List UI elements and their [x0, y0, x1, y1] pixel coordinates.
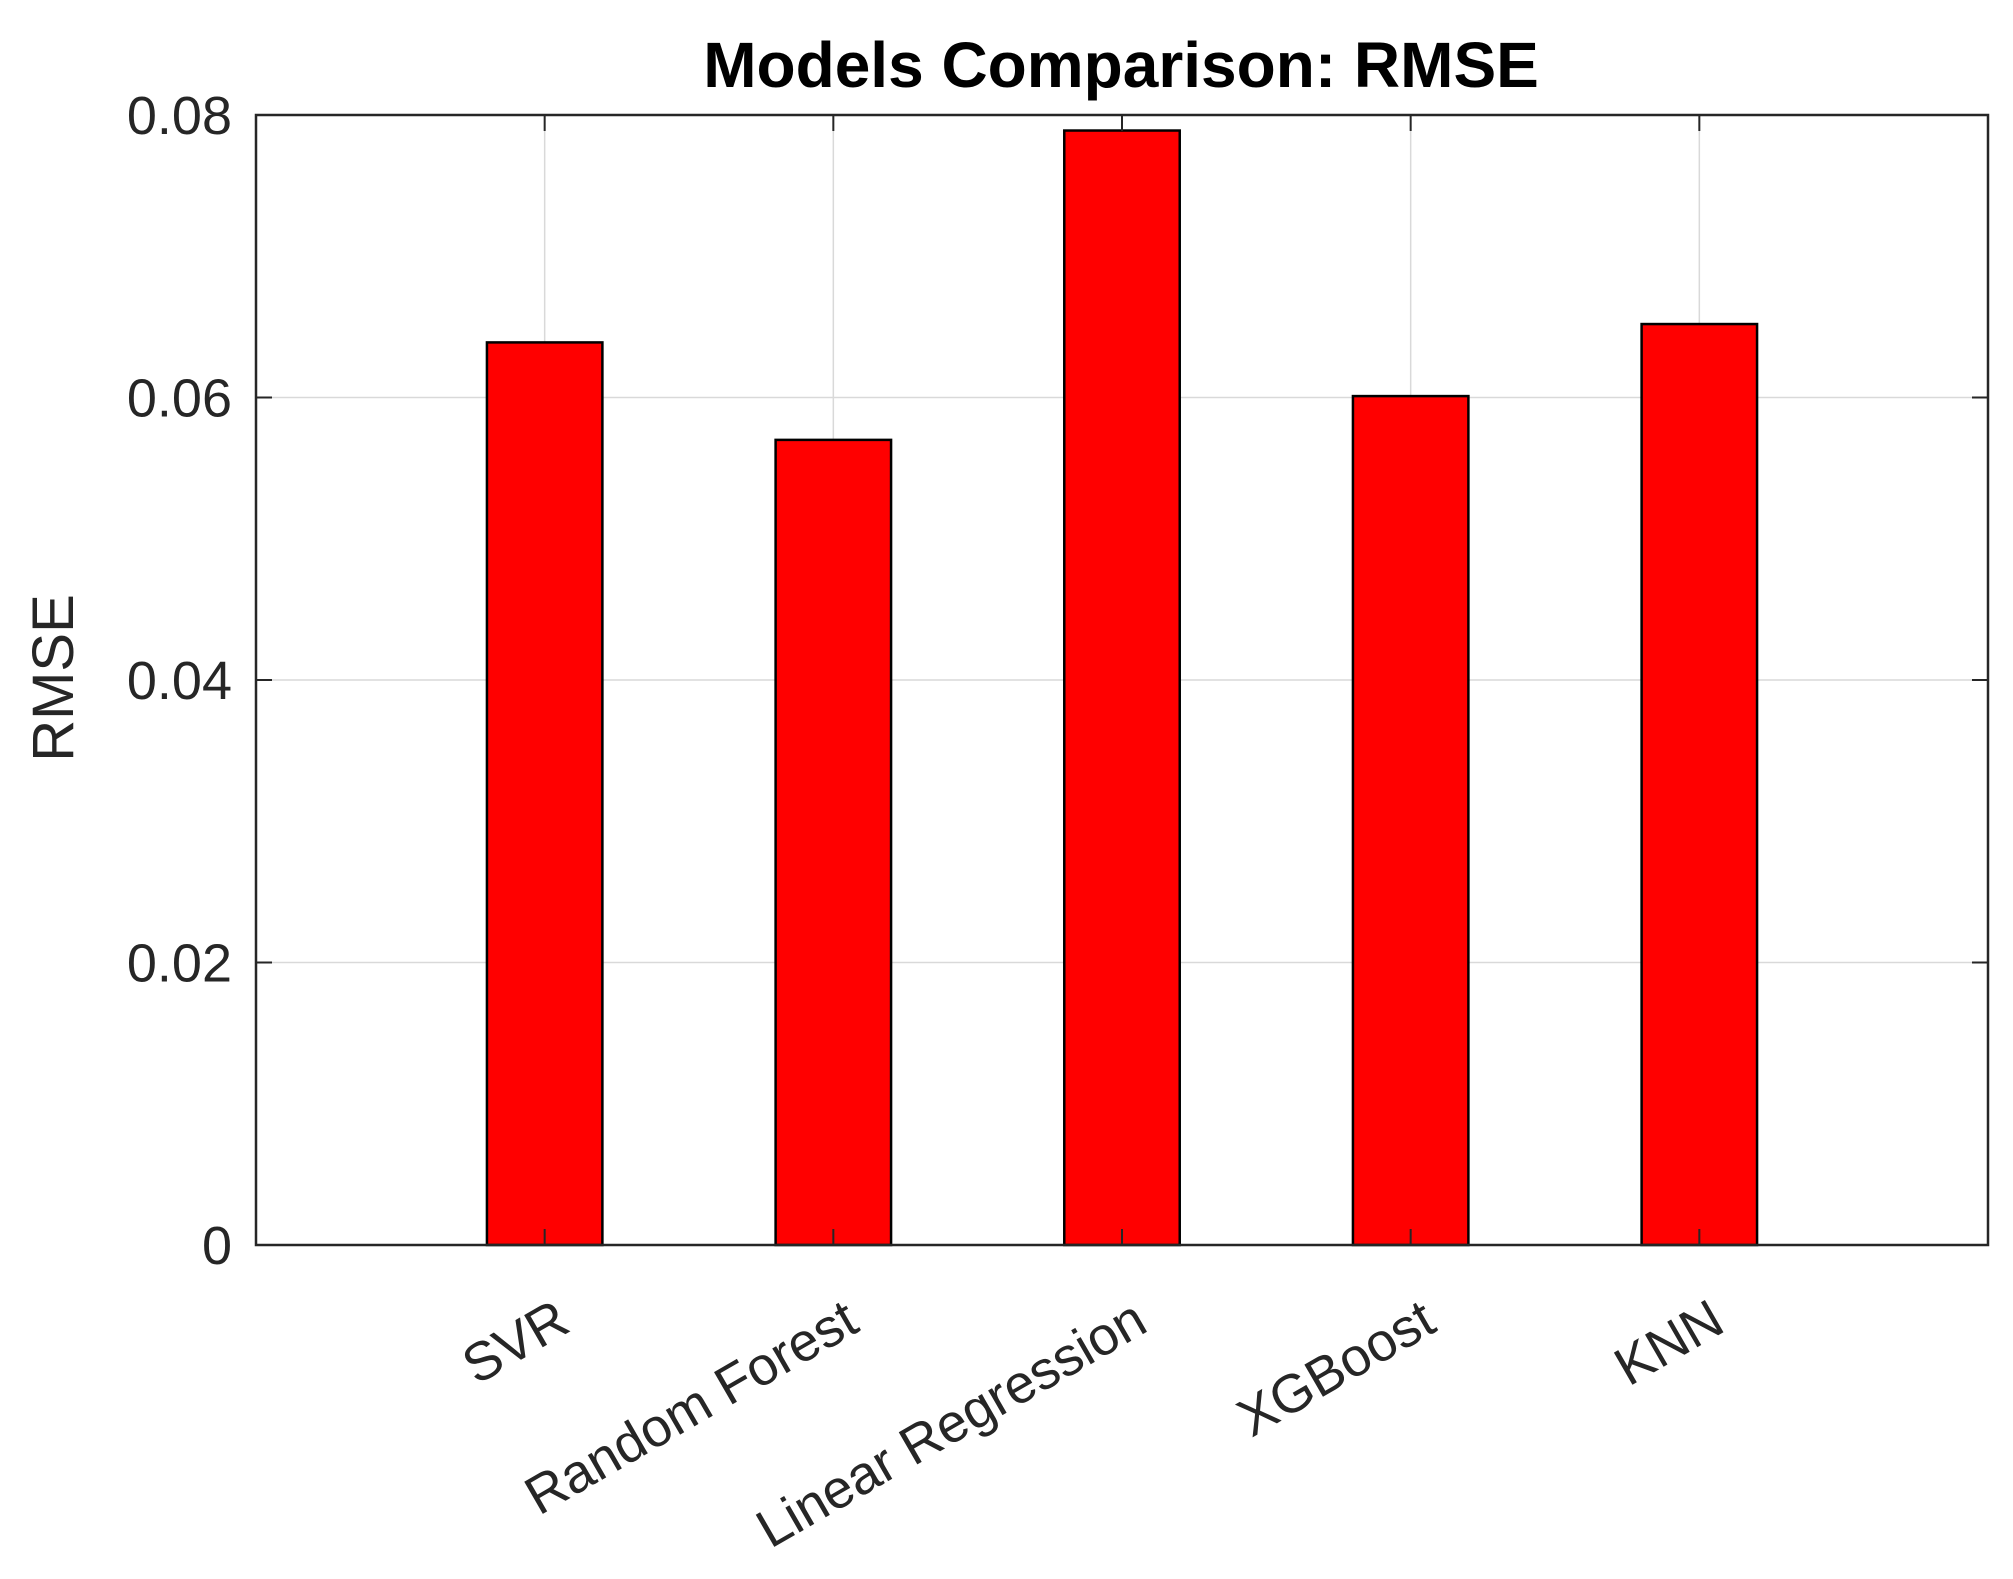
y-tick-label: 0 — [202, 1216, 232, 1276]
y-tick-label: 0.02 — [127, 934, 232, 994]
y-tick-label: 0.04 — [127, 651, 232, 711]
x-tick-label: KNN — [1605, 1288, 1734, 1397]
plot-area-border — [254, 113, 1990, 1247]
bar — [485, 341, 604, 1247]
bar — [1063, 129, 1181, 1247]
x-tick-label: SVR — [452, 1288, 578, 1395]
y-tick-label: 0.06 — [127, 369, 232, 429]
chart-title: Models Comparison: RMSE — [703, 29, 1539, 101]
bar — [1351, 394, 1470, 1247]
x-tick-label: XGBoost — [1228, 1288, 1445, 1448]
y-tick-labels: 0 0.02 0.04 0.06 0.08 — [127, 86, 232, 1276]
bar — [774, 438, 893, 1247]
y-axis-label: RMSE — [21, 594, 86, 762]
bars — [485, 129, 1759, 1247]
bar — [1640, 322, 1759, 1247]
y-tick-label: 0.08 — [127, 86, 232, 146]
